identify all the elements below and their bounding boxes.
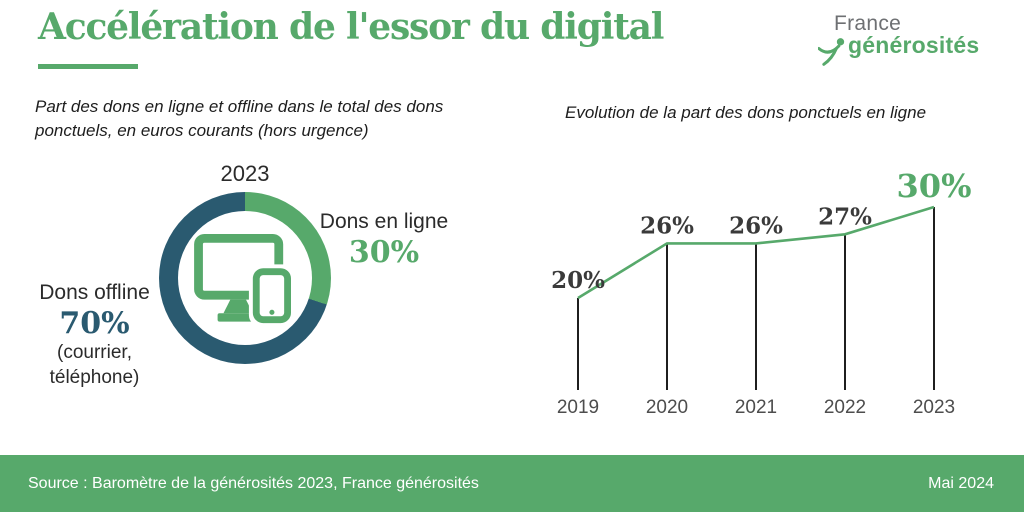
- line-chart-subtitle: Evolution de la part des dons ponctuels …: [565, 103, 927, 122]
- x-tick-2021: 2021: [735, 397, 777, 418]
- online-share-group: Dons en ligne 30%: [318, 210, 450, 269]
- x-tick-2019: 2019: [557, 397, 599, 418]
- donut-hole: [178, 211, 312, 345]
- offline-label: Dons offline: [39, 281, 150, 304]
- value-label-2020: 26%: [640, 212, 694, 239]
- page-title: Accélération de l'essor du digital: [38, 6, 664, 48]
- logo-text-france: France: [834, 12, 902, 35]
- offline-note-line2: téléphone): [49, 367, 140, 389]
- value-label-2023: 30%: [897, 167, 972, 205]
- offline-share-group: Dons offline 70% (courrier, téléphone): [12, 281, 177, 390]
- x-tick-2020: 2020: [646, 397, 688, 418]
- brand-logo: France générosités: [818, 12, 1008, 67]
- computer-and-smartphone-icon: [194, 234, 295, 326]
- value-label-2022: 27%: [818, 203, 872, 230]
- online-value: 30%: [348, 235, 420, 270]
- trend-line: [577, 205, 935, 300]
- source-text: Source : Baromètre de la générosités 202…: [28, 474, 479, 492]
- offline-note-line1: (courrier,: [57, 342, 132, 363]
- donut-year-label: 2023: [220, 161, 270, 186]
- date-text: Mai 2024: [928, 474, 994, 492]
- footer-bar: Source : Baromètre de la générosités 202…: [0, 455, 1024, 512]
- title-underline: [38, 64, 138, 69]
- donut-chart: [159, 192, 331, 364]
- donut-chart-subtitle: Part des dons en ligne et offline dans l…: [35, 97, 444, 141]
- value-label-2021: 26%: [729, 212, 783, 239]
- line-chart: 2019 2020 2021 2022 2023 20% 26% 26% 27% 30%: [551, 167, 972, 418]
- logo-text-generosites: générosités: [848, 32, 980, 59]
- value-label-2019: 20%: [551, 267, 605, 294]
- offline-value: 70%: [59, 306, 130, 341]
- leaping-person-icon: [818, 38, 845, 66]
- x-tick-2022: 2022: [824, 397, 866, 418]
- x-tick-2023: 2023: [913, 397, 955, 418]
- online-label: Dons en ligne: [319, 210, 449, 233]
